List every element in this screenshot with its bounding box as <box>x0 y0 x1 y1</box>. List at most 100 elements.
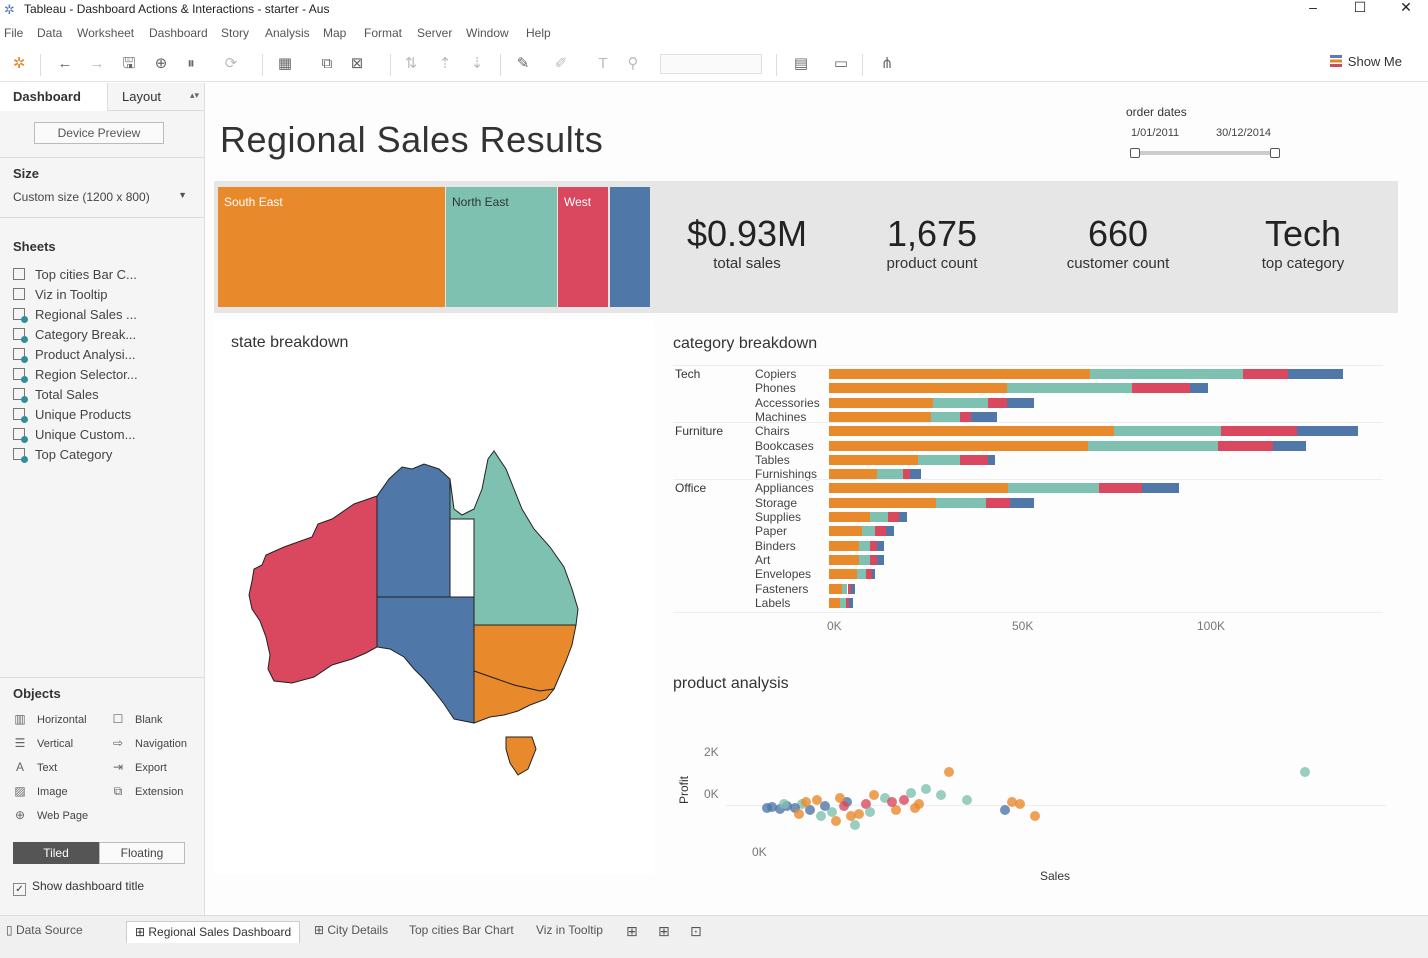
object-blank[interactable]: ☐ Blank <box>111 712 163 726</box>
bar-segment[interactable] <box>1287 369 1344 379</box>
scatter-point[interactable] <box>861 798 871 809</box>
new-dashboard-tab-icon[interactable]: ⊞ <box>658 923 670 939</box>
bar-segment[interactable] <box>851 583 855 594</box>
sort-asc-icon[interactable]: ⇡ <box>438 55 452 72</box>
bar-segment[interactable] <box>1010 497 1035 508</box>
scatter-point[interactable] <box>793 809 804 820</box>
scatter-point[interactable] <box>906 788 916 799</box>
bar-segment[interactable] <box>899 512 907 522</box>
bar-segment[interactable] <box>829 483 1009 494</box>
pane-menu-icon[interactable]: ▴▾ <box>190 90 200 100</box>
menu-help[interactable]: Help <box>526 26 551 40</box>
bar-segment[interactable] <box>829 569 857 580</box>
scatter-point[interactable] <box>898 794 909 805</box>
bar-segment[interactable] <box>1099 483 1142 494</box>
new-data-source-icon[interactable]: ⊕ <box>154 55 168 72</box>
sort-desc-icon[interactable]: ⇣ <box>470 55 484 72</box>
order-dates-slider[interactable] <box>1134 151 1276 155</box>
scatter-point[interactable] <box>853 809 864 820</box>
slider-handle-end[interactable] <box>1270 148 1280 158</box>
refresh-icon[interactable]: ⟳ <box>224 55 238 72</box>
object-navigation[interactable]: ⇨ Navigation <box>111 736 187 750</box>
sheet-item[interactable]: Region Selector... <box>13 367 138 385</box>
bar-segment[interactable] <box>988 397 1007 408</box>
scatter-point[interactable] <box>804 805 815 816</box>
scatter-point[interactable] <box>921 784 931 795</box>
bar-segment[interactable] <box>903 469 911 480</box>
scatter-point[interactable] <box>962 794 973 805</box>
bar-segment[interactable] <box>877 469 903 480</box>
map-region-wa[interactable] <box>248 495 378 684</box>
bar-segment[interactable] <box>840 597 846 608</box>
bar-segment[interactable] <box>1243 369 1288 379</box>
tab-dashboard[interactable]: Dashboard <box>13 89 81 104</box>
bar-segment[interactable] <box>829 454 918 465</box>
scatter-point[interactable] <box>774 804 785 815</box>
sheet-item[interactable]: Unique Products <box>13 407 131 425</box>
pause-updates-icon[interactable]: ⏸ <box>187 55 195 72</box>
bar-segment[interactable] <box>986 497 1011 508</box>
bar-segment[interactable] <box>877 554 885 565</box>
new-worksheet-icon[interactable]: ▦ <box>277 55 293 72</box>
save-icon[interactable]: 🖫 <box>122 55 136 72</box>
size-dropdown[interactable]: Custom size (1200 x 800) ▼ <box>13 190 190 204</box>
bar-segment[interactable] <box>1217 440 1273 451</box>
tab-top-cities-bar-chart[interactable]: Top cities Bar Chart <box>409 923 514 937</box>
map-region-vic[interactable] <box>473 670 556 724</box>
bar-segment[interactable] <box>910 469 922 480</box>
scatter-point[interactable] <box>801 796 811 807</box>
bar-segment[interactable] <box>1131 383 1190 394</box>
bar-segment[interactable] <box>858 554 870 565</box>
object-image[interactable]: ▨ Image <box>13 784 67 798</box>
floating-button[interactable]: Floating <box>99 842 185 864</box>
bar-segment[interactable] <box>888 512 900 522</box>
bar-segment[interactable] <box>1297 426 1359 437</box>
scatter-point[interactable] <box>943 767 954 778</box>
scatter-point[interactable] <box>812 794 823 805</box>
bar-segment[interactable] <box>829 526 863 537</box>
scatter-point[interactable] <box>778 798 789 809</box>
scatter-point[interactable] <box>767 801 778 812</box>
scatter-point[interactable] <box>827 807 838 818</box>
bar-segment[interactable] <box>829 397 933 408</box>
menu-worksheet[interactable]: Worksheet <box>77 26 135 40</box>
scatter-point[interactable] <box>816 811 826 822</box>
bar-segment[interactable] <box>1141 483 1179 494</box>
show-me-button[interactable]: Show Me <box>1329 54 1402 69</box>
sheet-item[interactable]: Viz in Tooltip <box>13 287 108 305</box>
menu-analysis[interactable]: Analysis <box>265 26 310 40</box>
bar-segment[interactable] <box>829 369 1090 379</box>
bar-segment[interactable] <box>1006 383 1132 394</box>
bar-segment[interactable] <box>829 497 937 508</box>
bar-segment[interactable] <box>877 540 885 551</box>
bar-segment[interactable] <box>829 426 1114 437</box>
scatter-point[interactable] <box>761 803 772 813</box>
data-source-tab[interactable]: ▯ Data Source <box>6 923 83 937</box>
scatter-point[interactable] <box>891 805 901 816</box>
sheet-item[interactable]: Top cities Bar C... <box>13 267 137 285</box>
scatter-point[interactable] <box>887 796 898 807</box>
bar-segment[interactable] <box>988 454 996 465</box>
sheet-item[interactable]: Top Category <box>13 447 112 465</box>
bar-segment[interactable] <box>849 597 854 608</box>
scatter-point[interactable] <box>834 792 845 803</box>
menu-story[interactable]: Story <box>221 26 250 40</box>
bar-segment[interactable] <box>1189 383 1209 394</box>
bar-segment[interactable] <box>856 569 866 580</box>
object-web-page[interactable]: ⊕ Web Page <box>13 808 88 822</box>
clear-sheet-icon[interactable]: ⊠ <box>350 55 364 72</box>
scatter-point[interactable] <box>1007 796 1018 807</box>
bar-segment[interactable] <box>1273 440 1307 451</box>
object-text[interactable]: A Text <box>13 760 57 774</box>
map-region-tas[interactable] <box>505 736 537 776</box>
bar-segment[interactable] <box>1113 426 1222 437</box>
scatter-point[interactable] <box>909 803 920 813</box>
bar-segment[interactable] <box>841 583 848 594</box>
bar-segment[interactable] <box>829 469 878 480</box>
tiled-button[interactable]: Tiled <box>13 842 99 864</box>
scatter-point[interactable] <box>849 819 860 830</box>
new-worksheet-tab-icon[interactable]: ⊞ <box>626 923 638 939</box>
bar-segment[interactable] <box>1008 483 1100 494</box>
scatter-point[interactable] <box>999 805 1010 816</box>
sheet-item[interactable]: Unique Custom... <box>13 427 135 445</box>
